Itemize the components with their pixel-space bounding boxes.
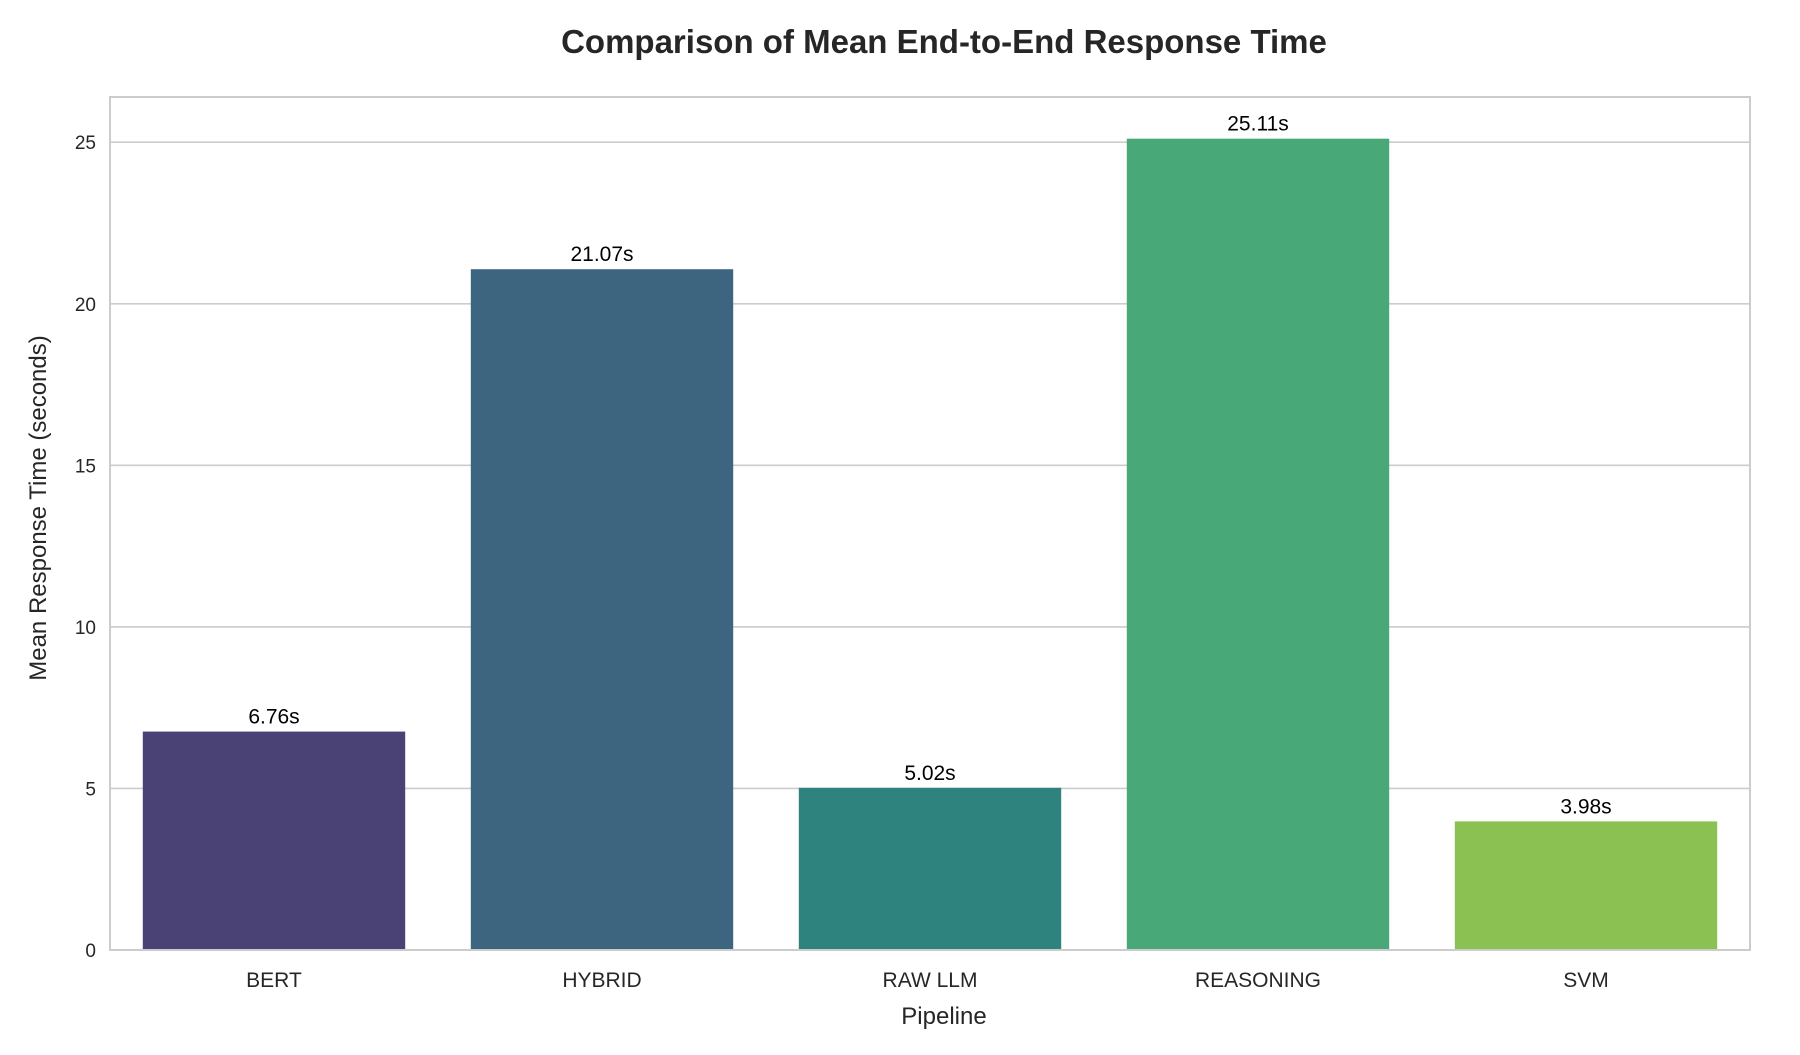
x-axis-label: Pipeline [901, 1003, 986, 1030]
data-label-reasoning: 25.11s [1227, 113, 1289, 136]
bar-hybrid [470, 269, 734, 950]
bar-reasoning [1126, 138, 1390, 951]
x-tick-label-svm: SVM [1563, 969, 1609, 992]
data-labels: 6.76s 21.07s 5.02s 25.11s 3.98s [248, 113, 1611, 819]
plot-frame [109, 96, 1751, 951]
bar-svm [1454, 821, 1718, 950]
bar-raw-llm [798, 787, 1062, 950]
grid-lines [110, 141, 1750, 790]
data-label-raw-llm: 5.02s [904, 762, 955, 785]
x-tick-label-bert: BERT [246, 969, 302, 992]
data-label-hybrid: 21.07s [570, 243, 633, 266]
data-label-bert: 6.76s [248, 706, 299, 729]
bar-bert [142, 731, 406, 950]
x-tick-label-hybrid: HYBRID [562, 969, 641, 992]
x-axis-ticks: BERT HYBRID RAW LLM REASONING SVM [246, 969, 1609, 992]
y-tick-label: 15 [75, 456, 96, 477]
bars [142, 138, 1718, 951]
x-tick-label-reasoning: REASONING [1195, 969, 1321, 992]
y-tick-label: 10 [75, 618, 96, 639]
data-label-svm: 3.98s [1560, 795, 1611, 818]
y-axis-label: Mean Response Time (seconds) [25, 335, 52, 681]
y-tick-label: 0 [85, 941, 96, 962]
y-tick-label: 20 [75, 295, 96, 316]
x-tick-label-raw-llm: RAW LLM [883, 969, 978, 992]
y-axis-ticks: 0 5 10 15 20 25 [75, 133, 96, 962]
y-tick-label: 25 [75, 133, 96, 154]
chart-title: Comparison of Mean End-to-End Response T… [561, 23, 1327, 60]
y-tick-label: 5 [85, 779, 96, 800]
